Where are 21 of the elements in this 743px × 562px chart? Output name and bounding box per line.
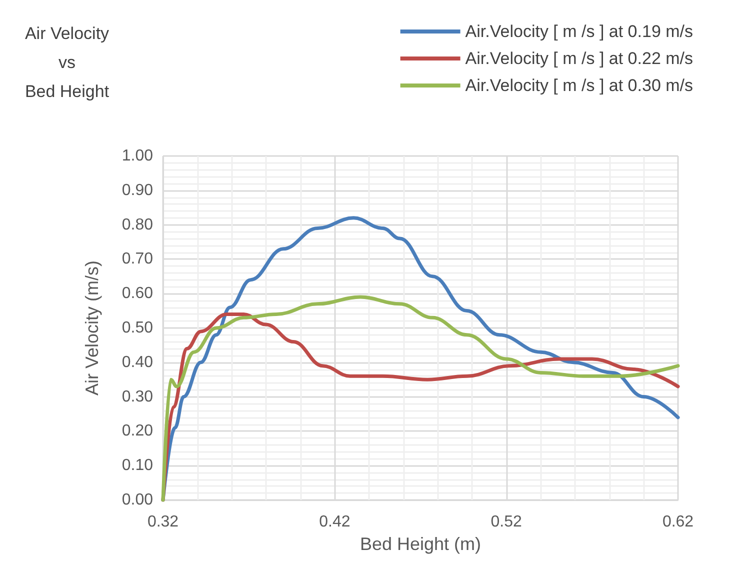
x-axis-title: Bed Height (m) [360, 534, 482, 554]
y-tick-label: 0.40 [122, 354, 154, 371]
x-tick-label: 0.62 [662, 514, 694, 530]
y-tick-label: 0.60 [122, 285, 154, 302]
y-tick-label: 0.80 [122, 216, 154, 234]
legend-label: Air.Velocity [ m /s ] at 0.30 m/s [465, 76, 694, 95]
x-tick-label: 0.42 [319, 514, 350, 530]
y-tick-label: 0.20 [122, 422, 154, 440]
y-tick-label: 0.90 [122, 182, 154, 199]
y-tick-label: 0.10 [122, 457, 154, 474]
legend-label: Air.Velocity [ m /s ] at 0.22 m/s [465, 49, 694, 68]
y-tick-label: 1.00 [122, 148, 154, 164]
y-tick-label: 0.50 [122, 320, 154, 336]
y-axis-title: Air Velocity (m/s) [82, 260, 102, 396]
y-tick-label: 0.00 [122, 492, 154, 508]
legend-label: Air.Velocity [ m /s ] at 0.19 m/s [465, 22, 694, 41]
y-tick-label: 0.30 [122, 388, 154, 406]
x-tick-label: 0.52 [490, 514, 522, 530]
x-tick-label: 0.32 [147, 514, 179, 530]
chart-title: Air Velocity vs Bed Height [24, 24, 110, 101]
y-tick-label: 0.70 [122, 250, 154, 268]
